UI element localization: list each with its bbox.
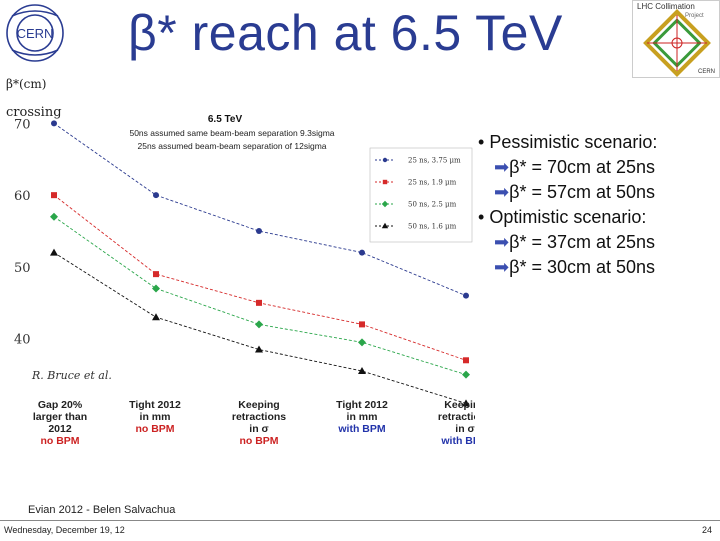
category-label-1-line-1: in mm	[140, 411, 171, 423]
bullet-optimistic: • Optimistic scenario:	[478, 207, 647, 227]
data-point-s0-4	[463, 292, 469, 299]
chart-credit: R. Bruce et al.	[31, 369, 112, 382]
lhc-collimation-logo: LHC Collimation Project CERN	[632, 0, 720, 78]
data-point-s0-2	[256, 228, 262, 235]
bullet-optimistic-sub-2: ➡β* = 30cm at 50ns	[494, 257, 718, 278]
category-label-3-line-2: with BPM	[337, 423, 385, 435]
category-label-4-line-3: with BPM	[440, 435, 475, 447]
legend-marker-3	[381, 222, 389, 229]
series-line-3	[53, 252, 467, 404]
arrow-icon: ➡	[494, 157, 510, 177]
footer-date: Wednesday, December 19, 12	[4, 525, 125, 535]
y-tick-label: 40	[14, 333, 31, 348]
bullet-pessimistic-sub-1: ➡β* = 70cm at 25ns	[494, 157, 718, 178]
bullet-pessimistic-text: Pessimistic scenario:	[489, 132, 658, 152]
data-point-s2-3	[358, 338, 366, 347]
beta-star-chart: β*(cm) crossing 40 50 60 70 6.5 TeV 50ns as…	[6, 77, 475, 447]
footer-event: Evian 2012 - Belen Salvachua	[28, 504, 176, 516]
category-label-2-line-3: no BPM	[239, 435, 278, 447]
data-point-s3-2	[255, 345, 263, 353]
category-label-4-line-1: retractions	[438, 411, 475, 423]
data-point-s2-0	[50, 212, 58, 221]
bullet-optimistic-text: Optimistic scenario:	[489, 207, 647, 227]
data-point-s2-2	[255, 320, 263, 329]
y-tick-label: 50	[14, 261, 31, 276]
bullet-pessimistic-sub-2: ➡β* = 57cm at 50ns	[494, 182, 718, 203]
bullet-optimistic-sub-2-text: β* = 30cm at 50ns	[509, 257, 656, 277]
scenario-bullets: • Pessimistic scenario: ➡β* = 70cm at 25…	[478, 132, 718, 282]
legend-marker-0	[382, 157, 388, 163]
data-point-s1-2	[256, 299, 262, 306]
lhc-logo-line2: Project	[685, 13, 704, 19]
y-tick-label: 70	[14, 117, 31, 132]
bullet-optimistic-sub-1-text: β* = 37cm at 25ns	[509, 232, 656, 252]
data-point-s0-3	[359, 249, 365, 256]
category-label-0-line-2: 2012	[48, 423, 72, 435]
category-label-1-line-2: no BPM	[135, 423, 174, 435]
data-point-s1-1	[153, 271, 159, 278]
bullet-pessimistic-sub-1-text: β* = 70cm at 25ns	[509, 157, 656, 177]
legend-marker-2	[381, 200, 389, 208]
cern-logo: CERN	[6, 4, 64, 62]
category-label-4-line-2: in σ	[455, 423, 474, 435]
lhc-logo-line1: LHC Collimation	[637, 2, 695, 11]
arrow-icon: ➡	[494, 232, 510, 252]
category-label-2-line-2: in σ	[249, 423, 268, 435]
category-label-4-line-0: Keeping	[444, 399, 475, 411]
category-label-0-line-1: larger than	[33, 411, 87, 423]
cern-logo-text: CERN	[17, 26, 54, 41]
bullet-pessimistic-sub-2-text: β* = 57cm at 50ns	[509, 182, 656, 202]
series-line-0	[53, 122, 467, 297]
legend-label-3: 50 ns, 1.6 μm	[408, 223, 457, 231]
lhc-logo-line3: CERN	[697, 69, 715, 75]
category-label-2-line-0: Keeping	[238, 399, 279, 411]
chart-title: 6.5 TeV	[208, 114, 243, 125]
data-point-s1-3	[359, 321, 365, 328]
footer-bar: Wednesday, December 19, 12 24	[0, 520, 720, 541]
lhc-logo-graphic	[643, 9, 711, 77]
bullet-optimistic-sub-1: ➡β* = 37cm at 25ns	[494, 232, 718, 253]
bullet-pessimistic: • Pessimistic scenario:	[478, 132, 658, 152]
legend-marker-1	[382, 179, 388, 185]
category-label-3-line-0: Tight 2012	[336, 399, 388, 411]
y-tick-label: 60	[14, 189, 31, 204]
data-point-s1-4	[463, 357, 469, 364]
chart-note-1: 50ns assumed same beam-beam separation 9…	[129, 128, 334, 138]
category-label-0-line-0: Gap 20%	[38, 399, 83, 411]
arrow-icon: ➡	[494, 182, 510, 202]
legend-label-0: 25 ns, 3.75 μm	[408, 157, 461, 165]
category-label-3-line-1: in mm	[347, 411, 378, 423]
slide-title: β* reach at 6.5 TeV	[128, 5, 563, 61]
page-number: 24	[701, 525, 712, 535]
legend-label-1: 25 ns, 1.9 μm	[408, 179, 457, 187]
arrow-icon: ➡	[494, 257, 510, 277]
category-label-0-line-3: no BPM	[40, 435, 79, 447]
y-axis-label-line2: crossing	[6, 105, 62, 120]
data-point-s3-3	[358, 367, 366, 375]
category-label-1-line-0: Tight 2012	[129, 399, 181, 411]
legend-label-2: 50 ns, 2.5 μm	[408, 201, 457, 209]
data-point-s0-0	[51, 120, 57, 127]
y-axis-label-line1: β*(cm)	[6, 77, 46, 91]
data-point-s0-1	[153, 192, 159, 199]
data-point-s2-4	[462, 370, 470, 379]
data-point-s2-1	[152, 284, 160, 293]
data-point-s1-0	[51, 192, 57, 199]
category-label-2-line-1: retractions	[232, 411, 286, 423]
data-point-s3-1	[152, 313, 160, 321]
data-point-s3-0	[50, 248, 58, 256]
chart-note-2: 25ns assumed beam-beam separation of 12s…	[138, 141, 327, 151]
data-point-s3-4	[462, 399, 470, 407]
